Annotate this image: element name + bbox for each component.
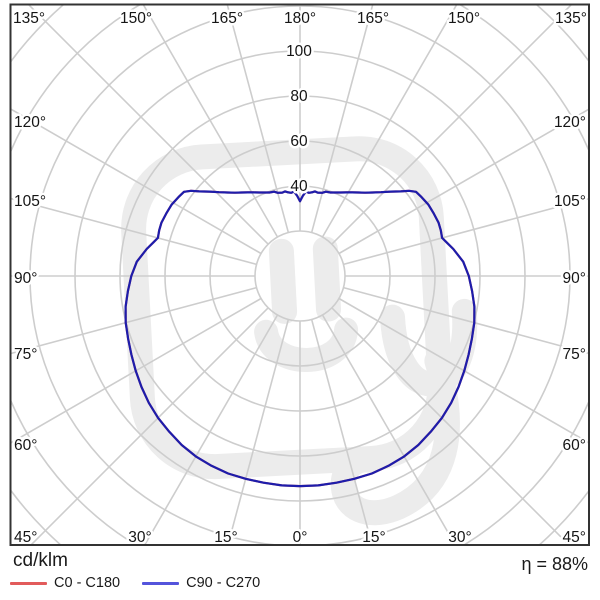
- grid-radial-line: [27, 5, 269, 245]
- angle-label-bottom: 15°: [214, 529, 237, 546]
- angle-label-top: 135°: [555, 10, 587, 27]
- angle-label-top: 180°: [284, 10, 316, 27]
- angle-label-left: 90°: [14, 270, 37, 287]
- angle-label-top: 150°: [448, 10, 480, 27]
- grid-radial-line: [338, 297, 588, 444]
- angle-label-right: 120°: [554, 114, 586, 131]
- legend: C0 - C180 C90 - C270: [10, 575, 260, 591]
- angle-label-left: 75°: [14, 346, 37, 363]
- grid-radial-line: [331, 307, 570, 544]
- angle-label-right: 90°: [563, 270, 586, 287]
- grid-radial-line: [227, 319, 290, 544]
- legend-item-c0-c180: C0 - C180: [10, 575, 120, 591]
- angle-label-left: 60°: [14, 437, 37, 454]
- grid-radial-line: [144, 314, 279, 544]
- grid-radial-line: [321, 314, 456, 544]
- angle-label-right: 75°: [563, 346, 586, 363]
- grid-radial-line: [11, 197, 257, 266]
- grid-radial-line: [30, 307, 269, 544]
- angle-label-top: 165°: [357, 10, 389, 27]
- angle-label-top: 150°: [120, 10, 152, 27]
- radial-tick-label: 40: [290, 178, 308, 195]
- angle-label-bottom: 15°: [362, 529, 385, 546]
- angle-label-right: 45°: [563, 529, 586, 546]
- angle-label-left: 45°: [14, 529, 37, 546]
- angle-label-bottom: 0°: [293, 529, 308, 546]
- angle-label-bottom: 30°: [128, 529, 151, 546]
- angle-label-right: 105°: [554, 193, 586, 210]
- angle-label-left: 105°: [14, 193, 46, 210]
- radial-tick-label: 80: [290, 88, 308, 105]
- grid-radial-line: [310, 5, 374, 233]
- legend-label-c90-c270: C90 - C270: [186, 575, 261, 591]
- grid-radial-line: [310, 319, 373, 544]
- grid-radial-line: [11, 286, 257, 355]
- grid-radial-line: [321, 5, 458, 238]
- radial-tick-label: 60: [290, 133, 308, 150]
- angle-label-right: 60°: [563, 437, 586, 454]
- grid-radial-line: [11, 297, 262, 444]
- grid-radial-line: [343, 286, 588, 354]
- unit-label: cd/klm: [13, 550, 68, 571]
- angle-label-bottom: 30°: [448, 529, 471, 546]
- angle-label-top: 165°: [211, 10, 243, 27]
- axis-labels: 135° 150° 165° 180° 165° 150° 135° 120° 105° 90° 7…: [11, 8, 590, 549]
- legend-label-c0-c180: C0 - C180: [54, 575, 121, 591]
- grid-radial-line: [11, 108, 262, 255]
- chart-frame: [9, 3, 590, 546]
- angle-label-left: 120°: [14, 114, 46, 131]
- radial-tick-label: 100: [286, 43, 312, 60]
- c0-c180-color-swatch: [10, 581, 47, 585]
- legend-item-c90-c270: C90 - C270: [142, 575, 260, 591]
- watermark-logo: [121, 136, 478, 526]
- grid-radial-line: [338, 108, 588, 255]
- angle-label-top: 135°: [13, 10, 45, 27]
- grid-radial-line: [142, 5, 279, 238]
- grid-radial-line: [343, 198, 588, 266]
- curve-c90-c270: [124, 189, 476, 488]
- grid-radial-line: [331, 5, 573, 245]
- grid-radial-line: [226, 5, 290, 233]
- efficiency-label: η = 88%: [521, 554, 588, 574]
- c90-c270-color-swatch: [142, 581, 180, 585]
